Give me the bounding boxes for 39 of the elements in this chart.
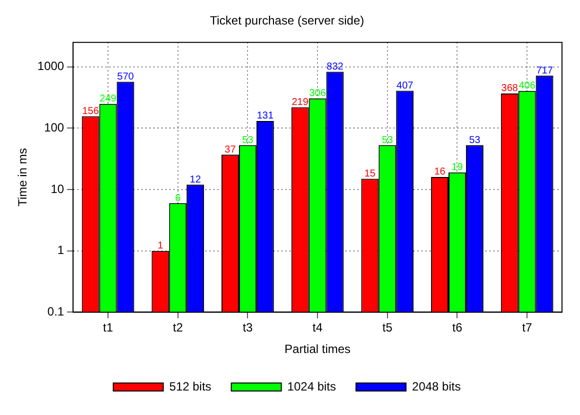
data-label: 306 [309,88,326,100]
x-tick-label: t7 [522,320,532,335]
y-tick-label: 1 [57,243,64,258]
data-label: 832 [326,61,344,72]
legend-label: 2048 bits [412,379,461,394]
data-label: 368 [501,83,518,94]
y-tick-label: 0.1 [47,304,64,319]
legend-label: 1024 bits [287,379,336,394]
x-tick-label: t2 [172,320,184,335]
data-label: 53 [469,134,481,146]
x-axis-title: Partial times [284,342,351,356]
y-tick-label: 10 [50,182,64,196]
data-label: 1 [158,240,164,252]
data-label: 156 [82,106,100,118]
data-label: 53 [242,134,254,146]
legend-label: 512 bits [169,379,212,394]
y-tick-label: 1000 [37,59,64,74]
x-tick-label: t1 [103,320,114,335]
x-tick-label: t4 [312,320,323,335]
data-label: 570 [117,72,134,83]
data-label: 717 [536,65,554,76]
data-label: 407 [396,80,414,92]
x-tick-label: t6 [452,320,463,335]
data-label: 219 [292,97,309,108]
data-label: 19 [452,162,464,174]
data-label: 249 [100,94,117,105]
x-tick-label: t5 [382,320,393,335]
y-axis-title: Time in ms [16,148,30,206]
y-tick-label: 100 [44,120,64,134]
x-tick-label: t3 [242,320,254,335]
data-label: 6 [175,192,182,204]
data-label: 131 [256,110,274,122]
data-label: 15 [364,168,376,180]
chart-title: Ticket purchase (server side) [210,14,364,28]
data-label: 53 [382,134,394,146]
data-label: 406 [518,80,536,92]
data-label: 16 [434,166,446,178]
data-label: 37 [224,144,236,156]
data-label: 12 [190,174,202,186]
